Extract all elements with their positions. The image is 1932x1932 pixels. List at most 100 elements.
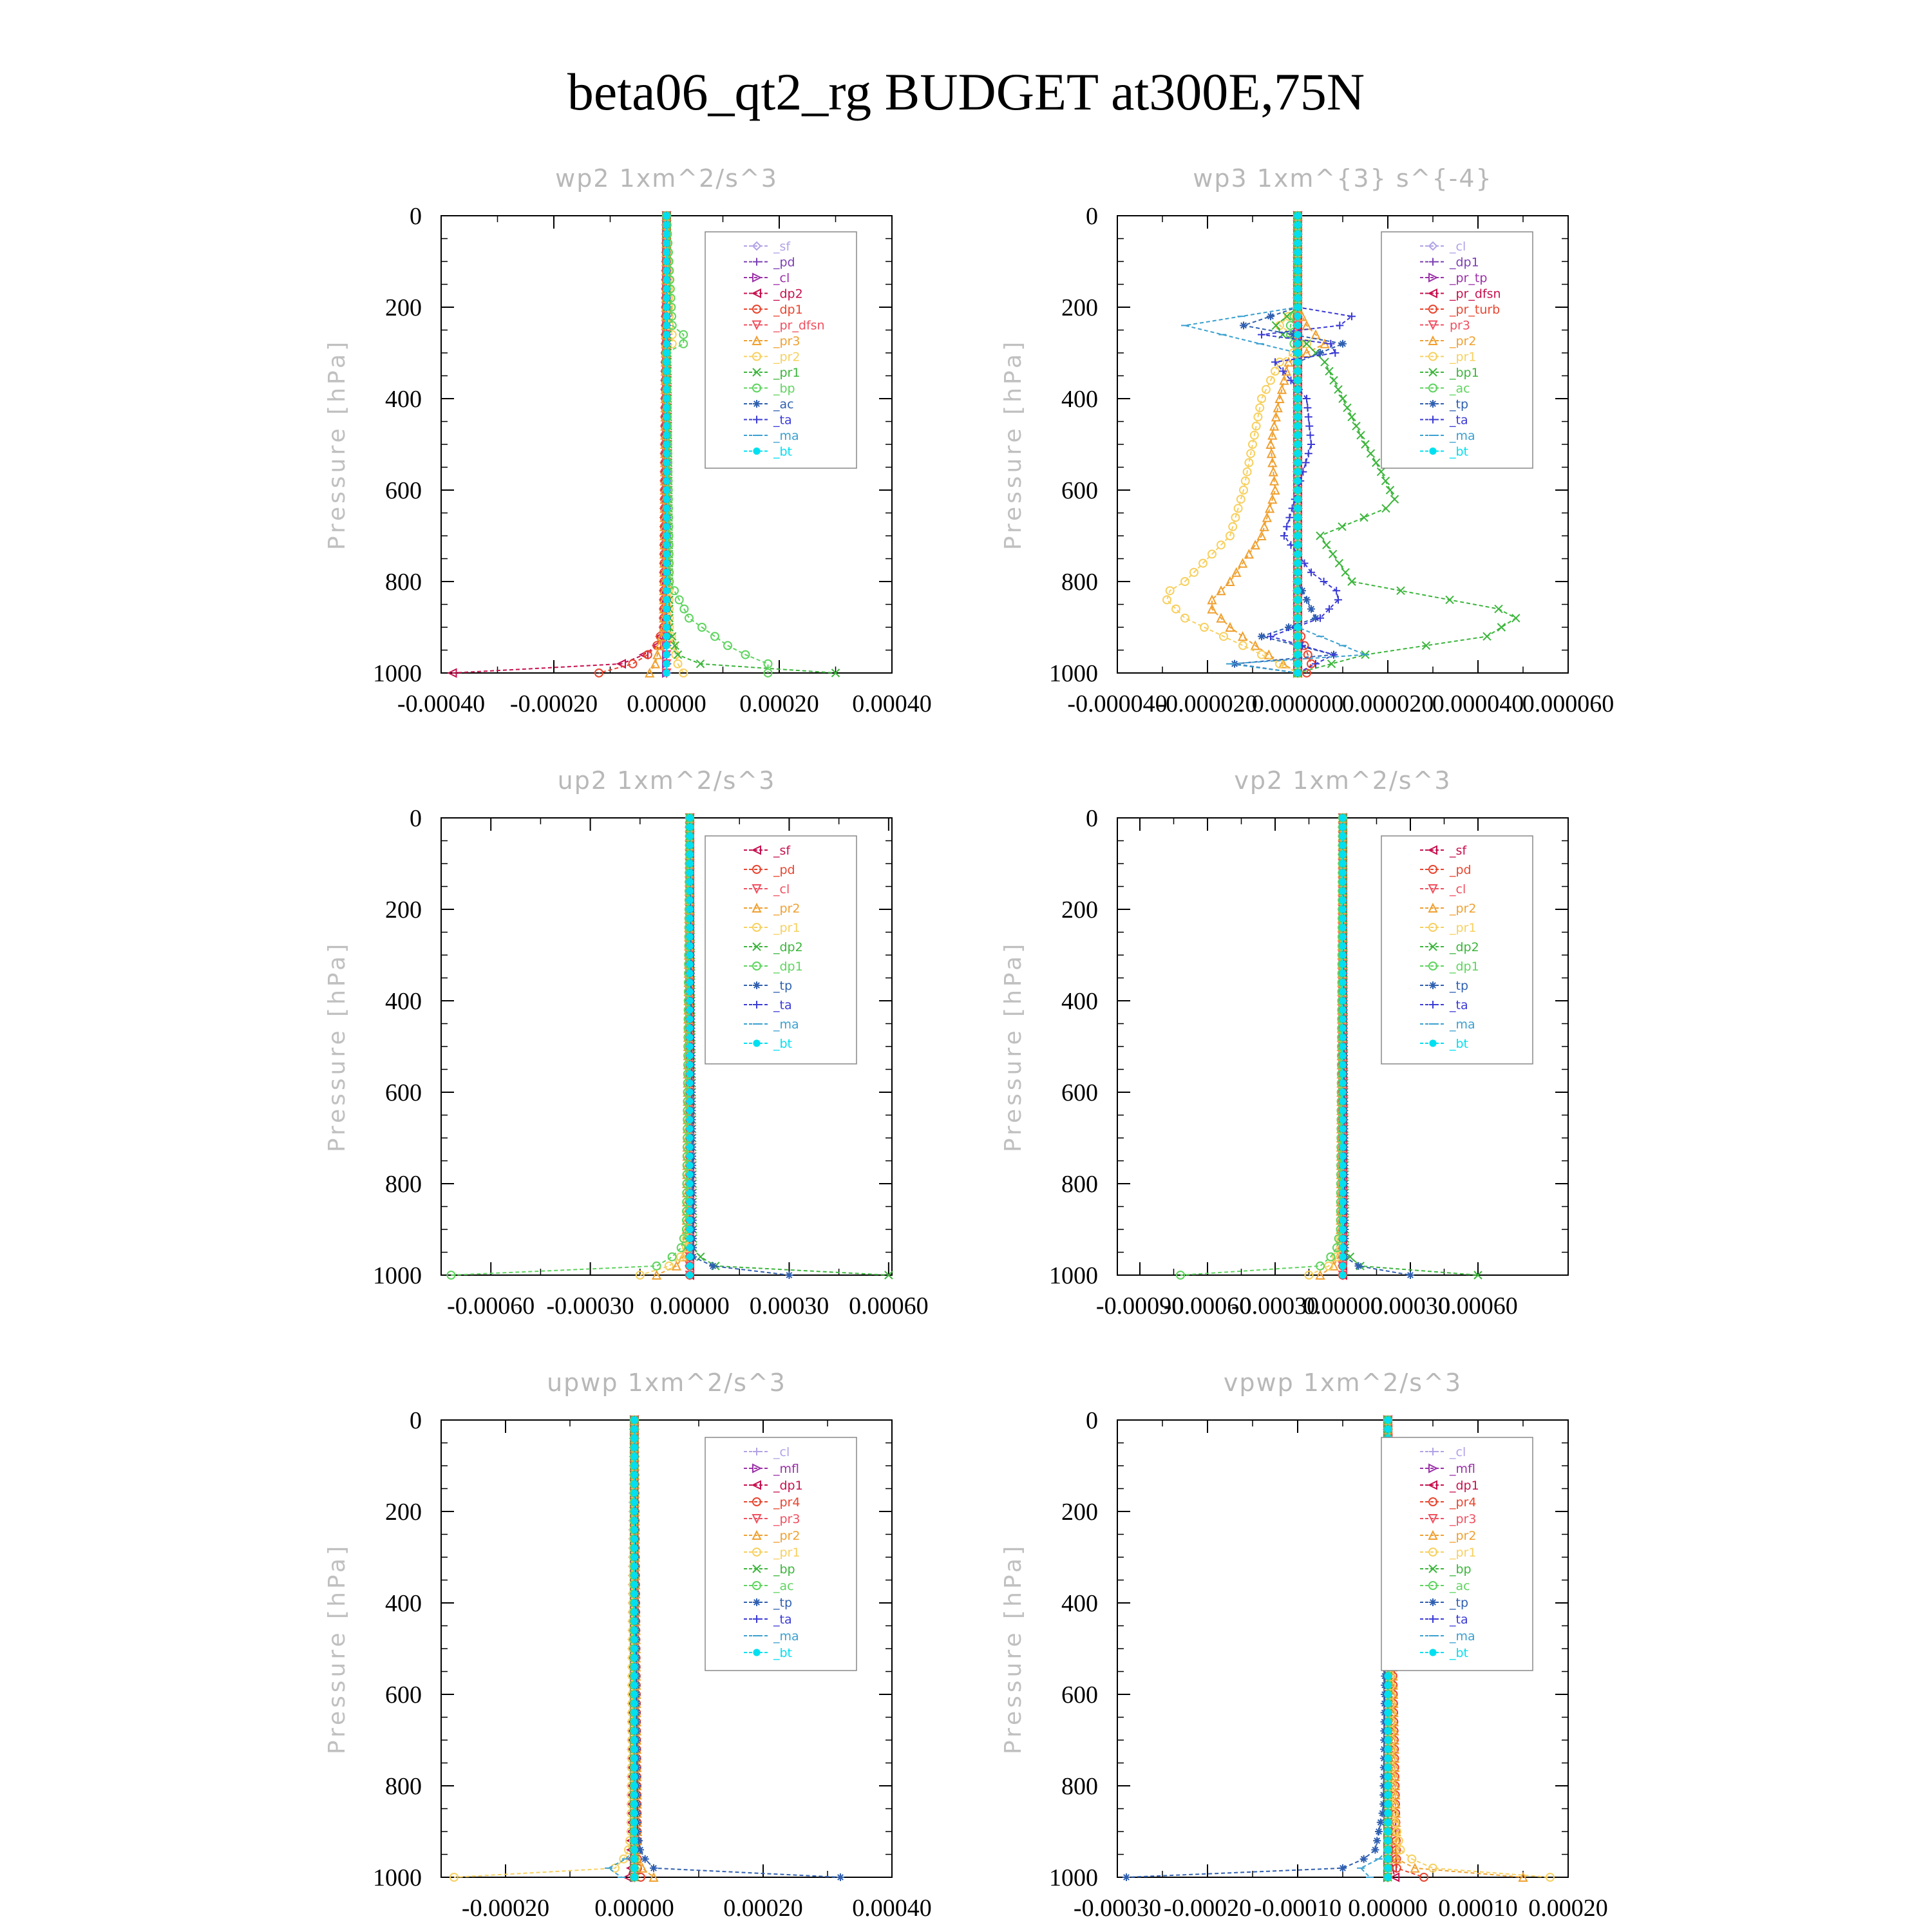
legend-marker	[752, 320, 762, 330]
x-tick-label: 0.00020	[739, 690, 819, 717]
legend-marker	[752, 368, 761, 377]
legend-marker	[752, 902, 762, 913]
data-point	[1294, 377, 1302, 384]
y-tick-label: 800	[385, 1171, 422, 1198]
data-point	[1511, 614, 1520, 623]
x-tick-label: -0.00060	[447, 1293, 535, 1320]
legend-box	[705, 231, 857, 469]
data-point	[630, 1526, 638, 1533]
legend-box	[705, 1437, 857, 1671]
data-point	[663, 312, 670, 320]
legend-marker	[1428, 352, 1437, 361]
data-point	[630, 1810, 638, 1817]
data-point	[1339, 1070, 1347, 1078]
data-point	[1410, 1862, 1420, 1873]
data-point	[1284, 312, 1293, 321]
data-point	[663, 632, 670, 640]
legend-marker	[1428, 383, 1437, 393]
data-point	[1294, 249, 1302, 256]
legend-marker	[1428, 368, 1437, 377]
legend-label: _pr2	[773, 350, 800, 365]
legend-marker	[752, 961, 761, 971]
data-point	[679, 668, 688, 677]
data-point	[1294, 459, 1302, 467]
data-point	[1307, 568, 1315, 576]
legend-marker	[752, 884, 762, 895]
y-tick-label: 400	[1061, 1590, 1098, 1617]
legend-label: _cl	[773, 882, 790, 896]
data-point	[1339, 951, 1347, 959]
data-point	[1392, 1827, 1401, 1836]
y-tick-label: 0	[410, 1407, 422, 1434]
data-point	[686, 1015, 694, 1023]
data-point	[630, 1709, 638, 1716]
data-point	[630, 1690, 638, 1698]
data-point	[663, 331, 670, 339]
data-point	[630, 1745, 638, 1753]
data-point	[663, 276, 670, 283]
data-point	[645, 667, 655, 677]
panel-1: wp3 1xm^{3} s^{-4} Pressure [hPa] 0 200 400 6…	[1000, 164, 1614, 717]
data-point	[1171, 604, 1180, 614]
legend-label: _pr4	[1449, 1495, 1476, 1510]
data-point	[1274, 393, 1285, 403]
legend-marker	[1429, 981, 1437, 989]
data-point	[1294, 532, 1302, 540]
data-point	[686, 878, 694, 886]
y-tick-label: 200	[385, 896, 422, 923]
data-point	[1294, 468, 1302, 476]
x-tick-label: 0.000040	[1432, 690, 1524, 717]
data-point	[1180, 613, 1189, 623]
series-line-pr2	[1211, 216, 1326, 674]
data-point	[630, 1608, 638, 1616]
data-point	[1294, 514, 1302, 522]
legend-label: _bt	[1449, 445, 1468, 459]
panel-title: vp2 1xm^2/s^3	[1234, 766, 1451, 795]
data-point	[1269, 421, 1280, 431]
legend-label: _sf	[773, 240, 791, 254]
data-point	[1231, 567, 1242, 577]
x-tick-label: 0.00030	[1370, 1293, 1450, 1320]
data-point	[1394, 1836, 1403, 1846]
data-point	[630, 1718, 638, 1726]
data-point	[1339, 1244, 1347, 1252]
legend-marker	[751, 1480, 761, 1490]
legend-label: _bt	[1449, 1037, 1468, 1051]
data-point	[1312, 614, 1320, 622]
data-point	[664, 1261, 674, 1271]
legend-marker	[751, 288, 761, 299]
data-point	[1248, 440, 1257, 449]
data-point	[1339, 1864, 1347, 1872]
data-point	[1316, 531, 1325, 540]
data-point	[1240, 321, 1247, 330]
data-point	[1271, 358, 1279, 366]
legend: _sf _pd _cl _pr2 _pr1 _dp2 _dp1 _tp _ta _ma _bt	[705, 835, 857, 1065]
data-point	[686, 1061, 694, 1069]
y-axis-label: Pressure [hPa]	[324, 941, 350, 1152]
data-point	[1325, 366, 1334, 376]
data-point	[663, 303, 670, 311]
x-tick-label: -0.00030	[1231, 1293, 1319, 1320]
data-point	[686, 842, 694, 849]
data-point	[630, 1535, 638, 1543]
x-tick-label: 0.00010	[1438, 1895, 1518, 1922]
data-point	[630, 1499, 638, 1506]
data-point	[630, 1508, 638, 1515]
data-point	[1339, 979, 1347, 987]
data-point	[686, 814, 694, 822]
data-point	[1348, 312, 1356, 321]
data-point	[837, 1873, 844, 1881]
legend-label: _pr1	[773, 366, 800, 380]
legend-marker	[1429, 415, 1437, 424]
data-point	[1339, 905, 1347, 913]
data-point	[1392, 1853, 1402, 1864]
legend-label: _pr2	[773, 902, 800, 916]
data-point	[686, 1189, 694, 1197]
legend-label: _tp	[1449, 1596, 1468, 1610]
x-tick-label: 0.00040	[852, 690, 932, 717]
data-point	[1327, 339, 1335, 348]
data-point	[1246, 449, 1256, 459]
data-point	[650, 1864, 658, 1872]
data-point	[1303, 395, 1311, 402]
